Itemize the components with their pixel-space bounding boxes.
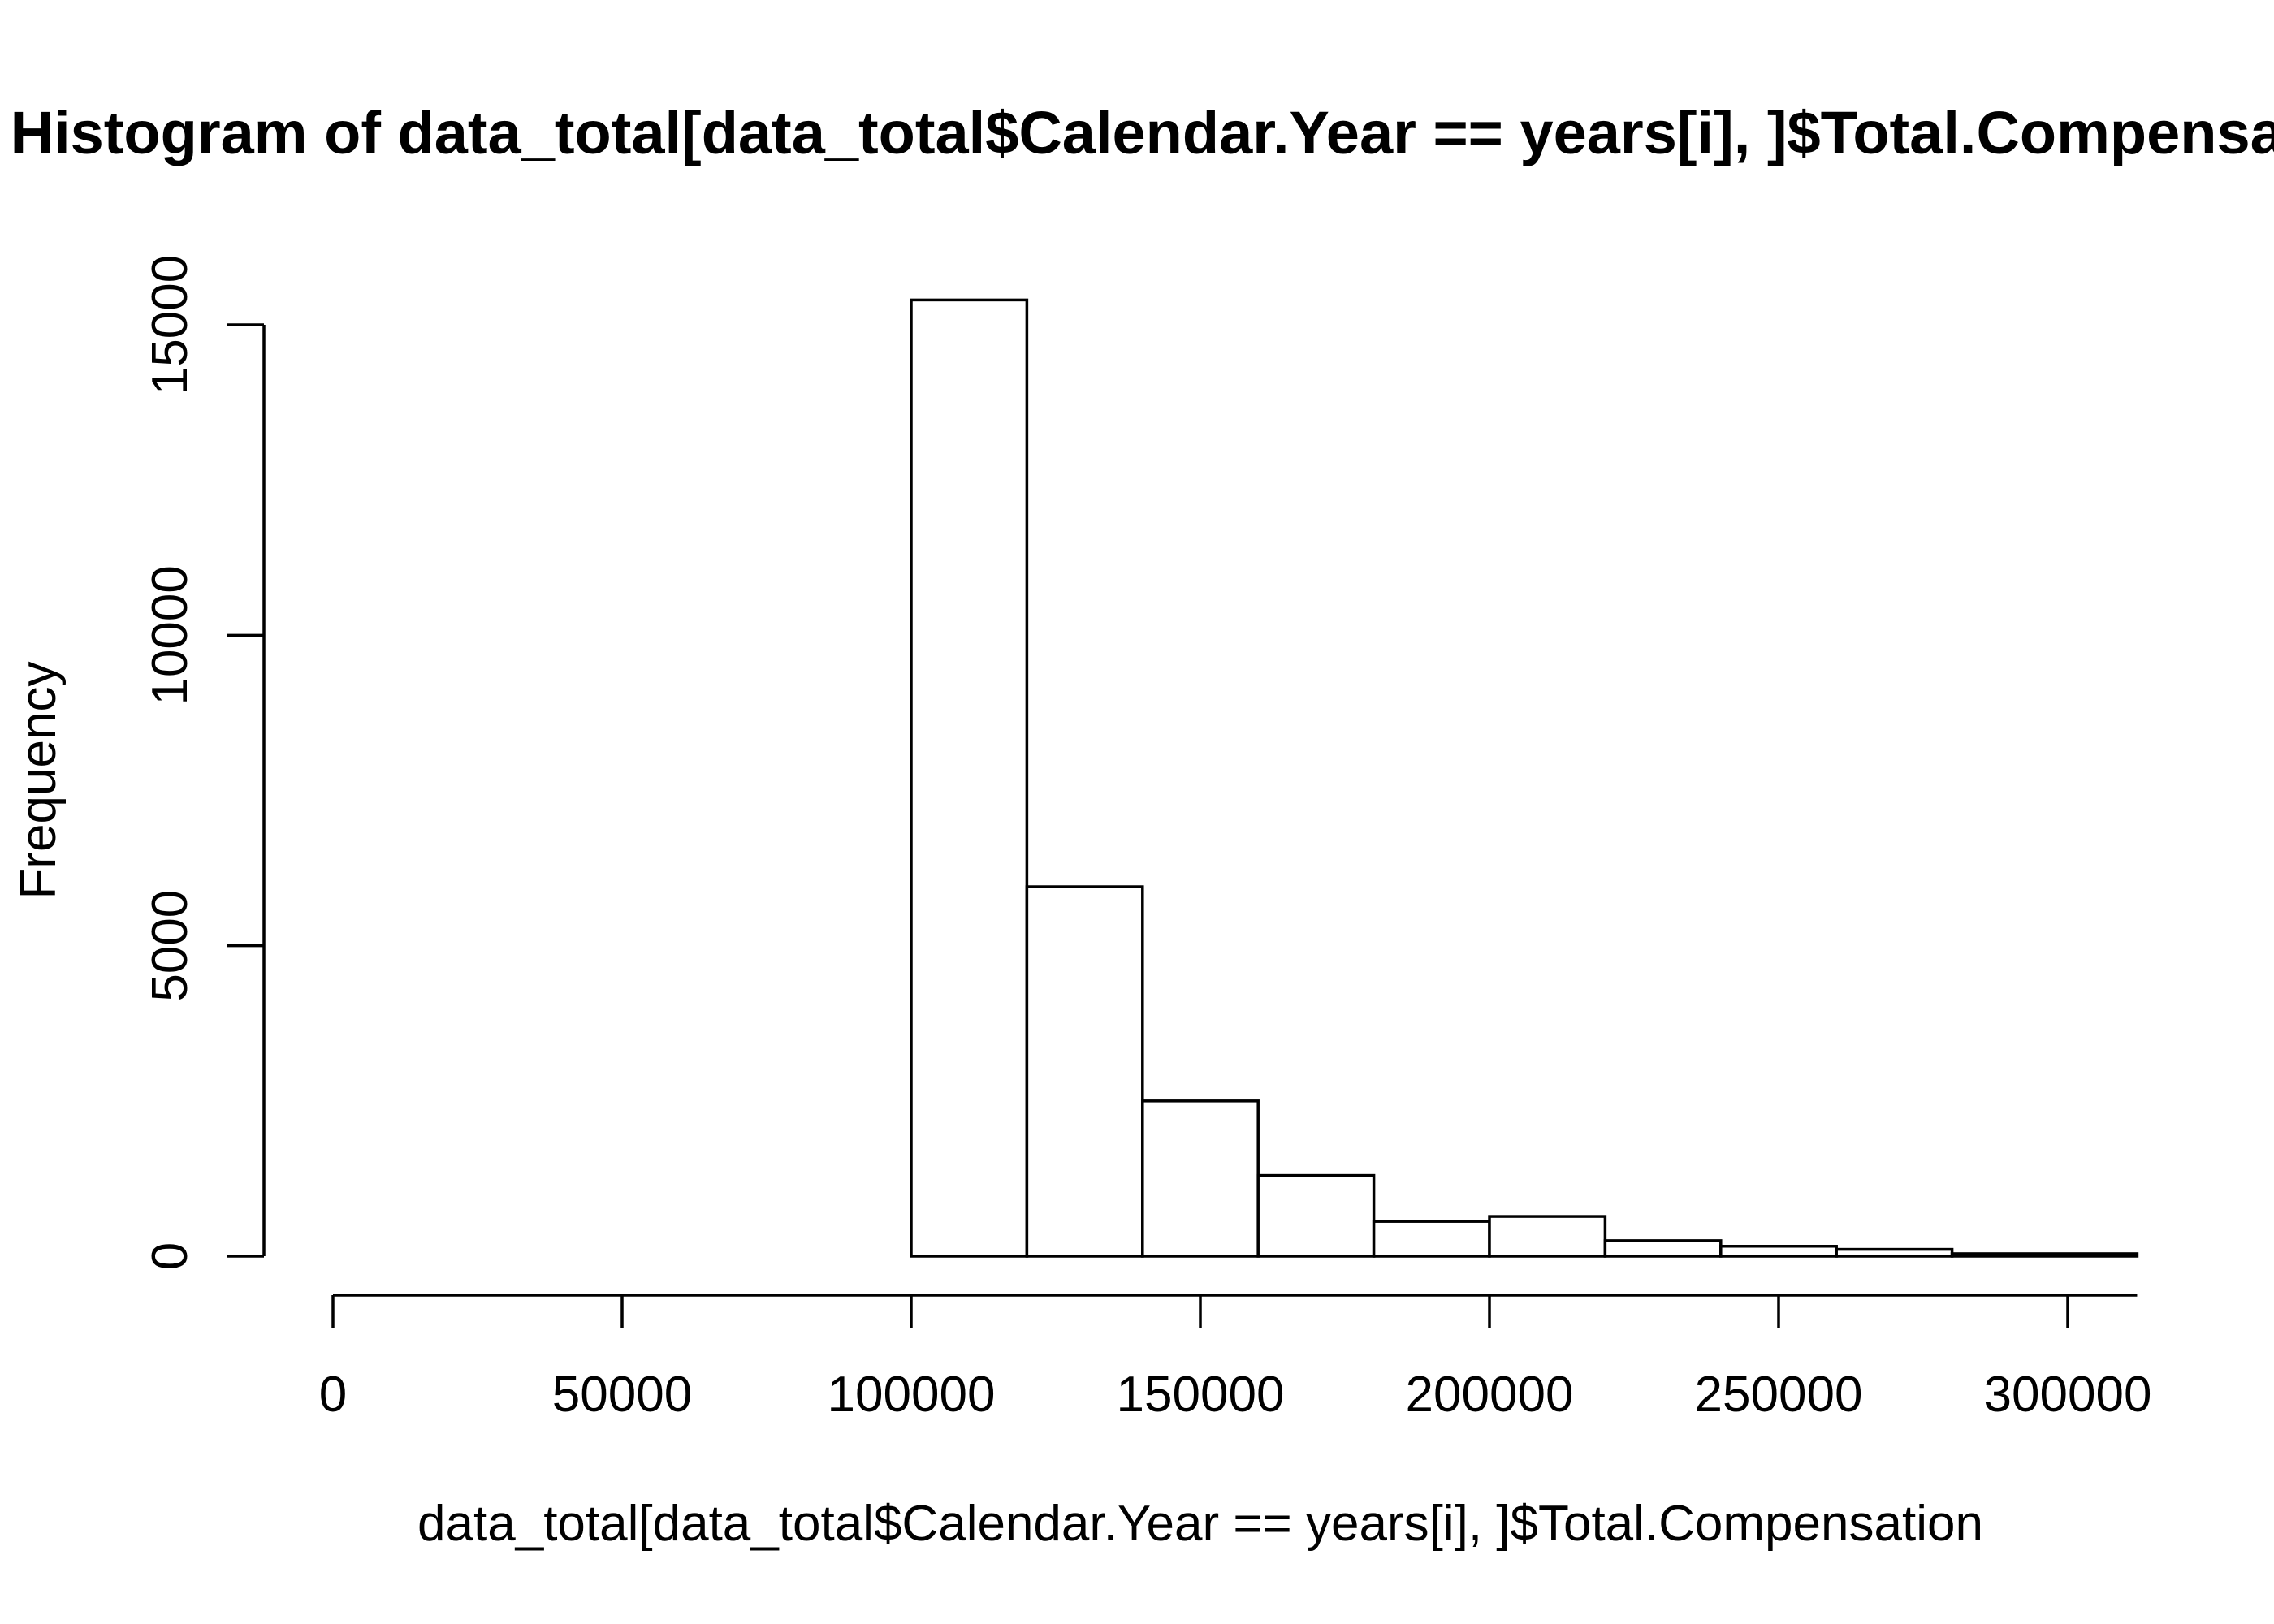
- histogram-bar-5: [1372, 1220, 1491, 1258]
- histogram-bars: [910, 298, 2139, 1258]
- y-tick-label: 15000: [142, 255, 198, 395]
- x-tick-label: 50000: [552, 1367, 692, 1423]
- histogram-bar-10: [1950, 1252, 2139, 1258]
- histogram-bar-9: [1835, 1247, 1954, 1258]
- x-tick-label: 100000: [828, 1367, 996, 1423]
- histogram-bar-8: [1719, 1245, 1838, 1258]
- x-tick-label: 200000: [1406, 1367, 1574, 1423]
- chart-title: Histogram of data_total[data_total$Calen…: [11, 99, 2274, 166]
- x-axis-title: data_total[data_total$Calendar.Year == y…: [417, 1496, 1983, 1552]
- y-tick-label: 5000: [142, 890, 198, 1002]
- histogram-bar-2: [1025, 885, 1144, 1258]
- x-tick-label: 250000: [1695, 1367, 1863, 1423]
- y-tick-label: 0: [142, 1242, 198, 1270]
- y-tick-label: 10000: [142, 565, 198, 705]
- x-axis: 0 50000 100000 150000 200000 250000 300000: [319, 1294, 2152, 1423]
- histogram-bar-3: [1141, 1099, 1260, 1258]
- x-tick-label: 300000: [1984, 1367, 2152, 1423]
- y-axis: 0 5000 10000 15000: [142, 255, 266, 1270]
- y-axis-title: Frequency: [11, 662, 67, 900]
- histogram-bar-1: [910, 298, 1029, 1258]
- histogram-bar-6: [1488, 1215, 1607, 1258]
- x-tick-label: 0: [319, 1367, 347, 1423]
- histogram-bar-7: [1603, 1239, 1723, 1258]
- x-tick-label: 150000: [1117, 1367, 1285, 1423]
- histogram-bar-4: [1256, 1173, 1376, 1258]
